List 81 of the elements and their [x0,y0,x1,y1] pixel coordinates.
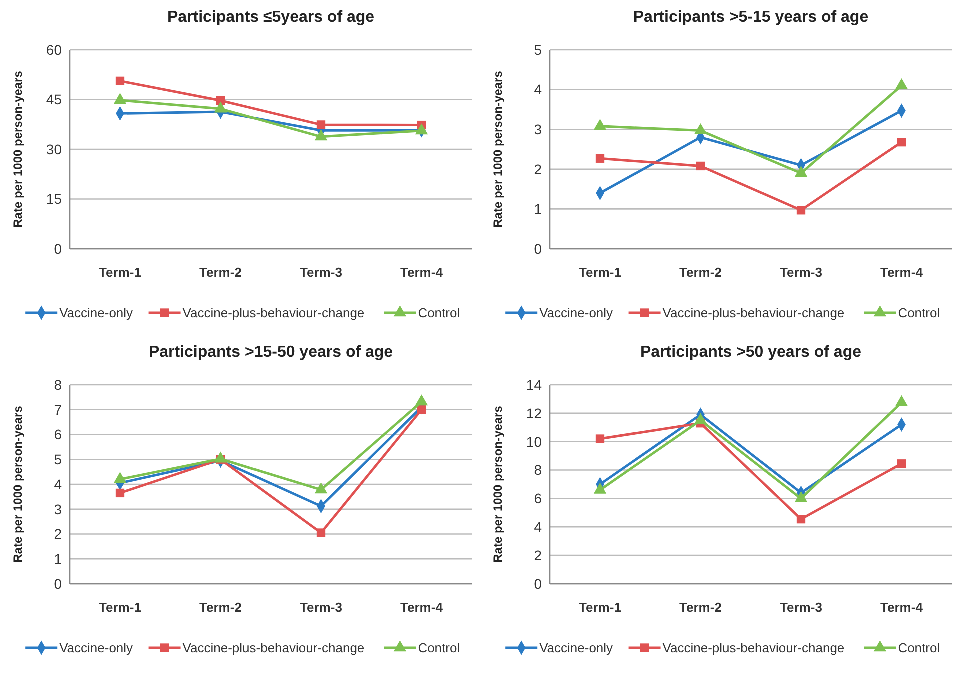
legend-label: Vaccine-only [60,640,134,656]
legend-label: Vaccine-only [540,306,614,321]
x-tick-label: Term-3 [300,600,342,615]
y-tick-label: 6 [534,490,542,507]
point [897,460,906,468]
x-tick-label: Term-4 [400,265,444,280]
x-tick-label: Term-4 [400,600,444,615]
y-tick-label: 3 [534,122,542,138]
point [796,514,806,524]
y-tick-label: 0 [534,240,542,257]
point [596,154,605,163]
y-tick-label: 2 [54,526,62,542]
y-tick-label: 5 [54,452,62,468]
x-tick-label: Term-1 [99,600,142,615]
x-tick-label: Term-4 [880,265,924,280]
legend-label: Control [418,306,460,321]
y-tick-label: 4 [534,82,542,98]
y-tick-label: 4 [54,476,62,492]
x-tick-label: Term-4 [880,600,924,615]
y-tick-label: 1 [54,551,62,568]
y-tick-label: 45 [46,92,62,108]
chart-title: Participants >5-15 years of age [633,9,869,26]
legend-label: Vaccine-only [60,306,134,321]
legend-label: Control [418,640,460,656]
x-tick-label: Term-2 [680,265,722,280]
point [116,76,125,86]
y-axis-title: Rate per 1000 person-years [11,406,25,563]
y-tick-label: 7 [54,402,62,418]
y-tick-label: 2 [534,161,542,178]
point [796,206,806,215]
legend-label: Vaccine-plus-behaviour-change [662,640,845,656]
legend-label: Vaccine-plus-behaviour-change [182,640,365,656]
x-tick-label: Term-3 [780,265,822,280]
legend-label: Vaccine-plus-behaviour-change [182,306,365,321]
point [694,123,708,134]
legend-label: Vaccine-plus-behaviour-change [662,306,845,321]
chart-title: Participants >50 years of age [640,344,862,361]
legend-label: Vaccine-only [540,640,614,656]
y-tick-label: 8 [534,462,542,478]
y-tick-label: 14 [526,376,542,393]
y-tick-label: 30 [46,141,62,158]
y-tick-label: 0 [534,576,542,592]
point [316,528,326,538]
x-tick-label: Term-3 [780,600,822,615]
y-tick-label: 60 [46,42,62,58]
y-axis-title: Rate per 1000 person-years [491,406,505,563]
y-tick-label: 2 [534,547,542,564]
chart-title: Participants >15-50 years of age [148,344,394,361]
y-axis-title: Rate per 1000 person-years [491,70,505,228]
point [895,78,908,90]
y-tick-label: 10 [526,434,542,450]
y-tick-label: 4 [534,519,542,536]
x-tick-label: Term-1 [579,600,622,615]
point [314,130,328,141]
point [116,488,125,498]
point [417,406,426,414]
y-tick-label: 3 [54,501,62,518]
chart-title: Participants ≤5years of age [167,9,375,26]
point [696,162,706,171]
y-tick-label: 0 [54,240,62,257]
y-tick-label: 8 [54,376,62,393]
x-tick-label: Term-2 [200,265,242,280]
x-tick-label: Term-1 [579,265,622,280]
x-tick-label: Term-2 [680,600,722,615]
legend-label: Control [898,640,940,656]
y-tick-label: 12 [526,405,542,422]
point [897,138,906,147]
y-tick-label: 5 [534,42,542,58]
x-tick-label: Term-2 [200,600,242,615]
y-tick-label: 1 [534,201,542,218]
y-tick-label: 0 [54,576,62,592]
legend-label: Control [898,306,940,321]
x-tick-label: Term-3 [300,265,342,280]
point [594,119,607,130]
y-axis-title: Rate per 1000 person-years [11,70,25,228]
point [316,120,326,130]
point [415,394,428,406]
y-tick-label: 15 [46,191,62,208]
point [596,434,605,444]
x-tick-label: Term-1 [99,265,142,280]
y-tick-label: 6 [54,426,62,443]
